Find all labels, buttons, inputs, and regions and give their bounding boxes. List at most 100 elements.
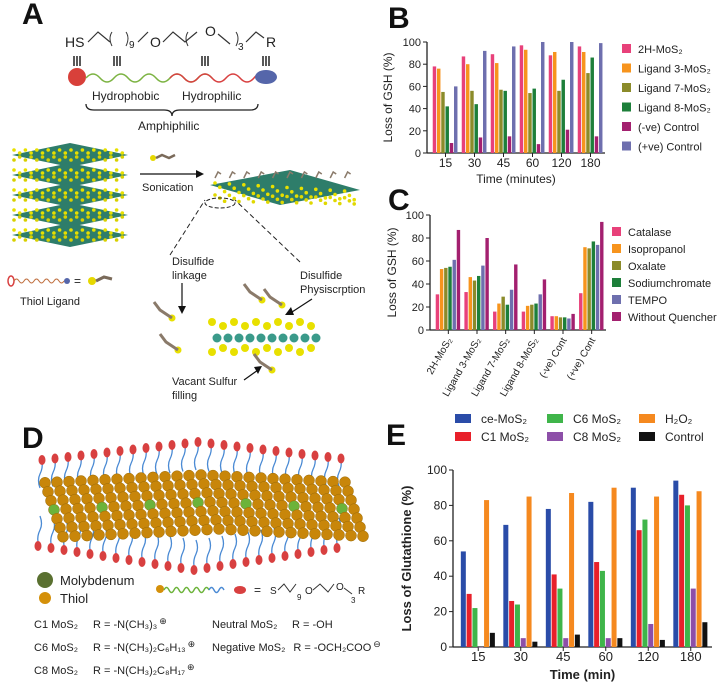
legend-label: Ligand 3-MoS₂ (638, 64, 711, 76)
ligand-end-group (34, 541, 42, 551)
ligand-end-group (164, 561, 172, 571)
ligand-chain (154, 448, 160, 475)
x-tick-label: 15 (439, 156, 453, 170)
bar (545, 508, 551, 647)
ligand-chain (245, 531, 251, 559)
bar (489, 632, 495, 647)
y-tick-label: 80 (412, 233, 424, 245)
bar (534, 303, 538, 330)
equals-sign-d: = (254, 583, 261, 597)
panel-d: D Molybdenum Thiol = S 9 O O 3 R C1 MoS₂… (22, 422, 381, 677)
r-group-negative: Negative MoS₂ R = -OCH₂COO ⊖ (212, 639, 381, 654)
bar (538, 294, 542, 330)
ligand-end-group (60, 545, 68, 555)
ligand-chain (37, 461, 43, 489)
formula-o2: O (205, 23, 216, 39)
legend-label: C6 MoS₂ (573, 412, 621, 426)
y-tick-label: 100 (427, 463, 447, 477)
thiol-legend-icon (39, 592, 51, 604)
legend-label: ce-MoS₂ (481, 412, 527, 426)
legend-item: ce-MoS₂ (455, 412, 527, 426)
positive-charge-icon: ⊕ (159, 616, 167, 626)
ligand-end-group (203, 563, 211, 573)
r-group-name: Neutral MoS₂ (212, 619, 277, 631)
y-tick-label: 0 (418, 325, 424, 337)
bar (577, 46, 582, 153)
bar (594, 562, 600, 647)
bar (505, 304, 510, 330)
r-group-name: C1 MoS₂ (34, 619, 78, 631)
legend-label: Ligand 8-MoS₂ (638, 103, 711, 115)
ligand-end-group (99, 551, 107, 561)
ligand-end-group (268, 553, 276, 563)
bar (436, 68, 441, 153)
mos2-monolayer (210, 170, 360, 205)
molybdenum-label: Molybdenum (60, 573, 134, 588)
legend-swatch (612, 278, 621, 287)
y-tick-label: 100 (406, 210, 424, 222)
formula-hs: HS (65, 34, 84, 50)
bar (581, 51, 586, 153)
panel-label-b: B (388, 2, 410, 35)
bar (483, 50, 487, 153)
bar (501, 296, 505, 330)
legend-swatch (622, 122, 631, 131)
legend-label: (+ve) Control (638, 142, 702, 154)
bar (509, 289, 514, 330)
chart-e: 0 20 40 60 80 100 15 30 45 60 120 180 Loss of Glutat… (399, 412, 712, 682)
thiol-head-icon (68, 68, 86, 86)
bar (551, 574, 557, 647)
bar (464, 292, 468, 330)
bar (520, 638, 526, 647)
bar (548, 55, 553, 153)
bar (452, 259, 456, 330)
bar (679, 494, 685, 647)
bar (532, 641, 538, 647)
vacant-sulfur-label: Vacant Sulfur (172, 376, 238, 388)
bar (557, 90, 561, 153)
bar (558, 317, 563, 330)
bar (503, 524, 509, 647)
bar (449, 143, 454, 153)
thiol-ligand-label: Thiol Ligand (20, 296, 80, 308)
ligand-chain (154, 533, 160, 561)
legend-swatch (612, 244, 621, 253)
bar (605, 638, 611, 647)
legend-item: H₂O₂ (639, 412, 693, 426)
bar (611, 487, 617, 647)
bar (493, 311, 497, 330)
bar (557, 588, 563, 647)
ligand-chain (206, 445, 212, 472)
legend-swatch (612, 227, 621, 236)
y-tick-label: 0 (440, 640, 447, 654)
bar (587, 248, 591, 330)
bar (526, 496, 532, 647)
bar (497, 303, 501, 330)
bar (465, 64, 470, 153)
bar (595, 244, 600, 330)
legend-swatch (455, 414, 471, 423)
legend-item: Catalase (612, 227, 671, 239)
x-tick-label: 15 (471, 649, 485, 664)
panel-a: A HS 9 O O 3 R Hydrophobic Hydrophilic (7, 0, 365, 402)
ligand-end-group (177, 563, 185, 573)
bar (654, 496, 660, 647)
bar (521, 311, 526, 330)
legend-label: Without Quencher (628, 312, 717, 324)
bar (530, 304, 534, 330)
ligand-end-group (103, 447, 111, 458)
bar (599, 43, 603, 153)
x-tick-label: (-ve) Cont (538, 336, 570, 380)
bar (696, 491, 702, 647)
panel-label-a: A (22, 0, 44, 31)
y-axis-label: Loss of GSH (%) (385, 227, 399, 317)
functionalized-mos2-nanosheet-illustration (34, 437, 369, 575)
legend-label: Control (665, 430, 704, 444)
formula-d-r: R (358, 586, 365, 597)
bar (468, 277, 472, 330)
bar (472, 608, 478, 647)
bar (448, 266, 452, 330)
y-tick-label: 60 (412, 256, 424, 268)
bar (590, 57, 594, 153)
bar (503, 90, 507, 153)
